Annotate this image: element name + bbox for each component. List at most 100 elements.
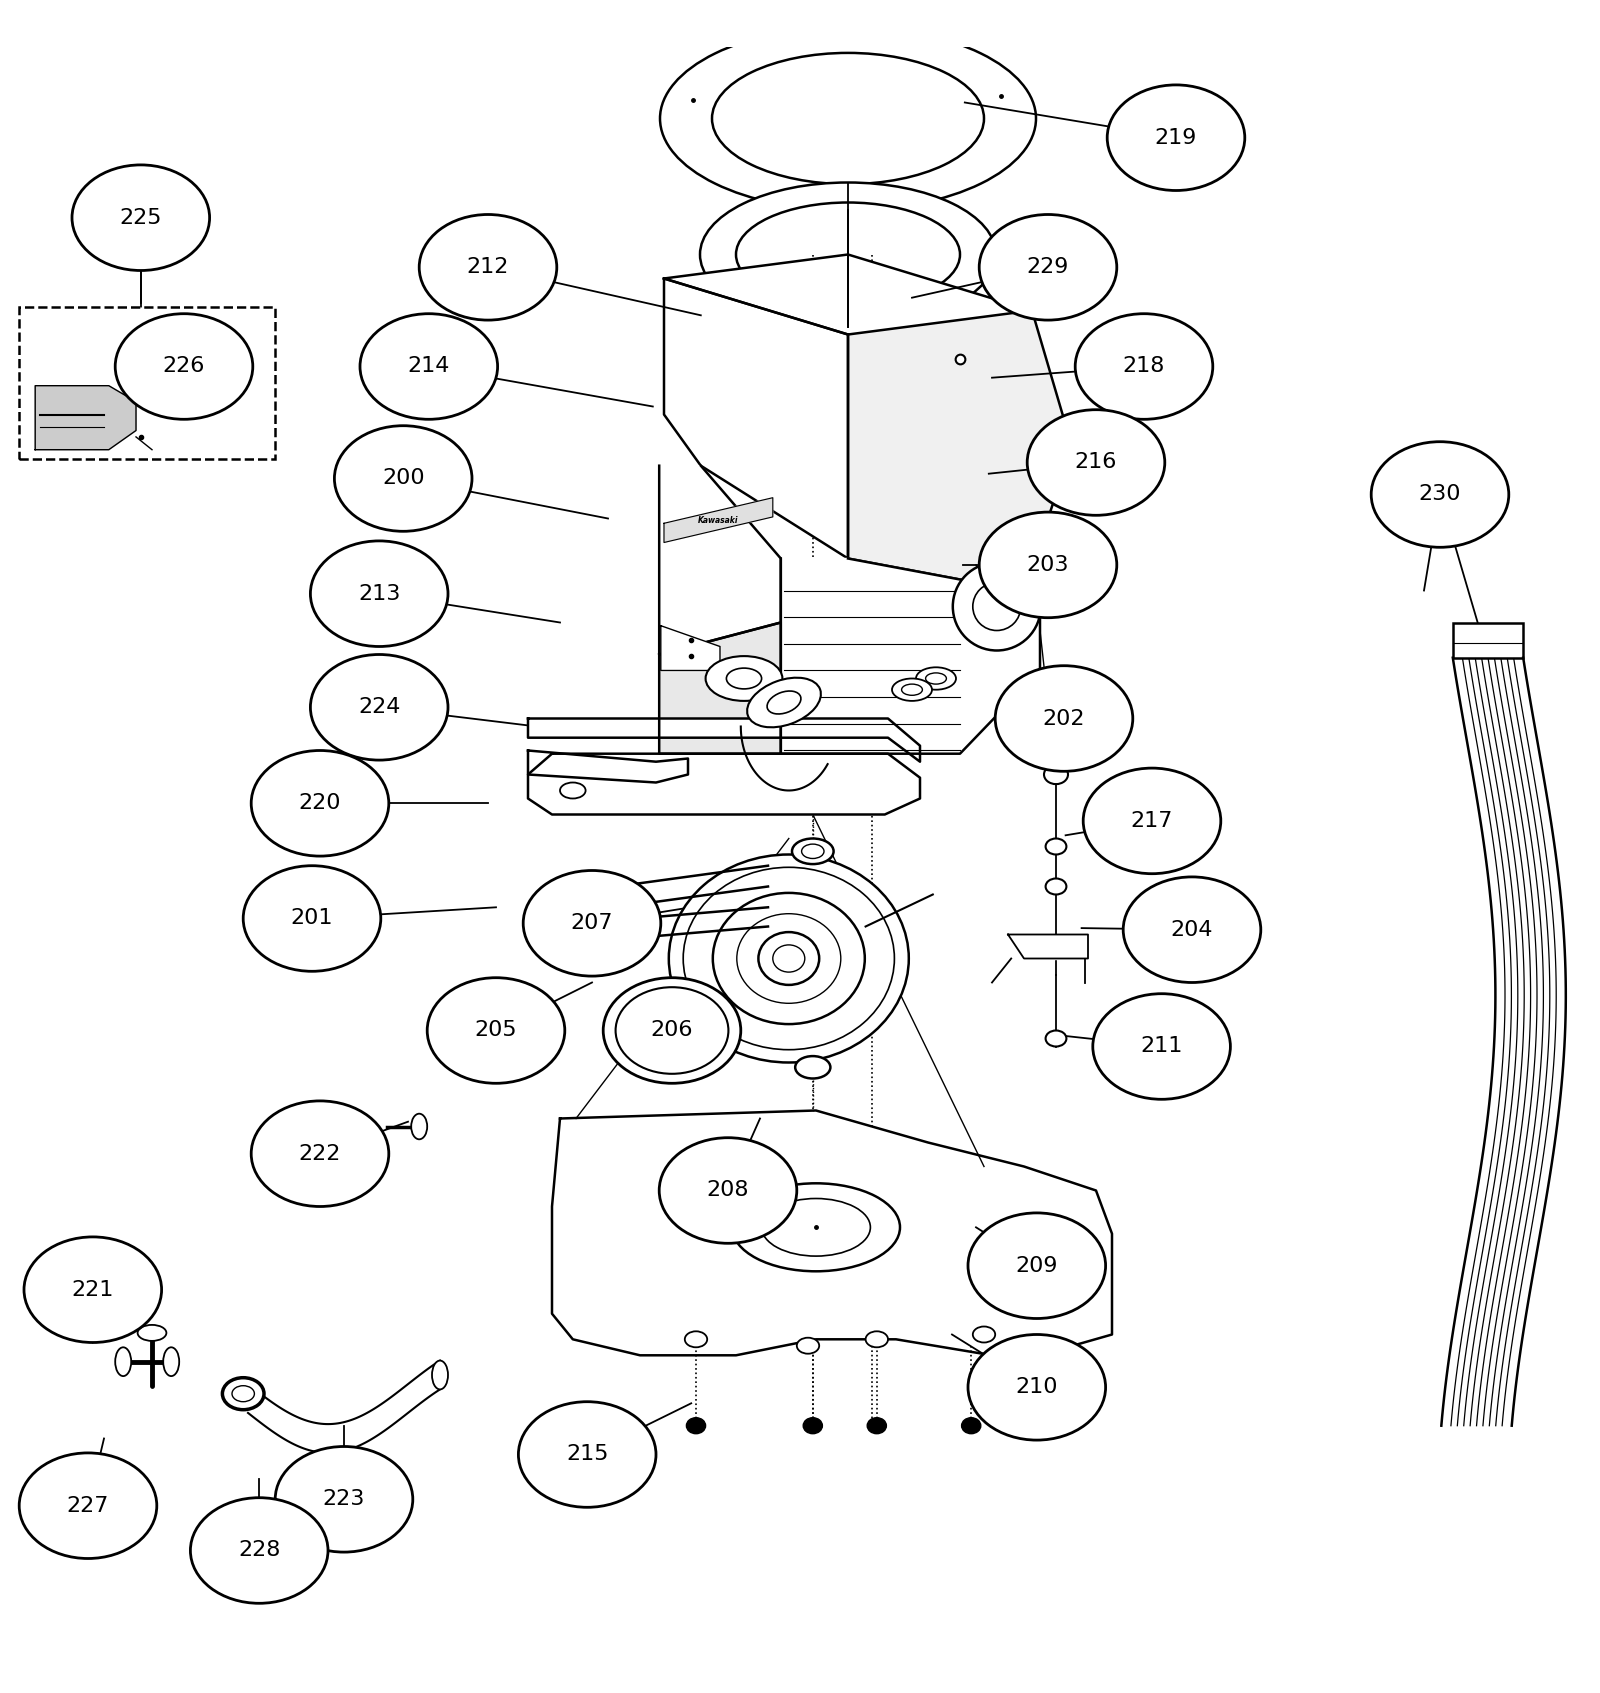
- Ellipse shape: [411, 1114, 427, 1139]
- Text: 225: 225: [120, 208, 162, 227]
- Ellipse shape: [973, 1327, 995, 1343]
- Polygon shape: [664, 498, 773, 542]
- Ellipse shape: [1027, 410, 1165, 515]
- Ellipse shape: [24, 1238, 162, 1343]
- Ellipse shape: [962, 1417, 981, 1434]
- Ellipse shape: [560, 782, 586, 799]
- Ellipse shape: [995, 665, 1133, 772]
- Text: 227: 227: [67, 1495, 109, 1515]
- Polygon shape: [664, 279, 848, 559]
- Ellipse shape: [685, 1331, 707, 1348]
- Ellipse shape: [190, 1498, 328, 1603]
- Text: 203: 203: [1027, 555, 1069, 576]
- Text: 205: 205: [475, 1021, 517, 1041]
- Ellipse shape: [733, 1183, 899, 1271]
- Ellipse shape: [712, 52, 984, 185]
- Ellipse shape: [603, 977, 741, 1084]
- Ellipse shape: [803, 1417, 822, 1434]
- Ellipse shape: [163, 1348, 179, 1376]
- Ellipse shape: [762, 1199, 870, 1256]
- Text: 226: 226: [163, 357, 205, 376]
- Ellipse shape: [902, 684, 922, 696]
- Ellipse shape: [275, 1446, 413, 1552]
- Text: 218: 218: [1123, 357, 1165, 376]
- Text: 221: 221: [72, 1280, 114, 1300]
- Polygon shape: [1008, 935, 1088, 958]
- Polygon shape: [659, 623, 781, 753]
- Ellipse shape: [115, 313, 253, 420]
- Ellipse shape: [659, 1138, 797, 1243]
- Ellipse shape: [138, 1326, 166, 1341]
- Text: 212: 212: [467, 257, 509, 278]
- Text: 214: 214: [408, 357, 450, 376]
- Ellipse shape: [1046, 1031, 1067, 1046]
- Ellipse shape: [419, 215, 557, 320]
- Text: 210: 210: [1016, 1378, 1058, 1397]
- Ellipse shape: [661, 27, 1037, 210]
- Ellipse shape: [686, 1417, 706, 1434]
- Text: 206: 206: [651, 1021, 693, 1041]
- Text: 216: 216: [1075, 452, 1117, 472]
- Ellipse shape: [701, 183, 995, 327]
- Ellipse shape: [1046, 838, 1067, 855]
- Ellipse shape: [19, 1453, 157, 1559]
- Polygon shape: [659, 466, 781, 655]
- Polygon shape: [528, 753, 920, 814]
- Polygon shape: [552, 1111, 1112, 1356]
- Ellipse shape: [747, 677, 821, 728]
- Polygon shape: [35, 386, 136, 450]
- Ellipse shape: [766, 691, 802, 714]
- Ellipse shape: [773, 945, 805, 972]
- Text: 219: 219: [1155, 127, 1197, 147]
- Ellipse shape: [1371, 442, 1509, 547]
- Ellipse shape: [714, 892, 864, 1024]
- Text: 207: 207: [571, 913, 613, 933]
- Ellipse shape: [683, 867, 894, 1050]
- Ellipse shape: [795, 1056, 830, 1078]
- Text: Kawasaki: Kawasaki: [698, 516, 739, 525]
- Text: 223: 223: [323, 1490, 365, 1508]
- Ellipse shape: [310, 655, 448, 760]
- Ellipse shape: [915, 667, 957, 689]
- Ellipse shape: [1043, 765, 1069, 784]
- Ellipse shape: [1075, 313, 1213, 420]
- Text: 222: 222: [299, 1144, 341, 1163]
- Ellipse shape: [251, 1100, 389, 1207]
- Text: 229: 229: [1027, 257, 1069, 278]
- Polygon shape: [848, 310, 1072, 582]
- Ellipse shape: [968, 1334, 1106, 1441]
- Text: 228: 228: [238, 1541, 280, 1561]
- Ellipse shape: [1093, 994, 1230, 1099]
- Ellipse shape: [792, 838, 834, 863]
- Polygon shape: [528, 718, 920, 762]
- Ellipse shape: [605, 880, 624, 916]
- Polygon shape: [661, 626, 720, 670]
- Text: 224: 224: [358, 698, 400, 718]
- Ellipse shape: [243, 865, 381, 972]
- Ellipse shape: [1083, 769, 1221, 874]
- Ellipse shape: [222, 1378, 264, 1410]
- Ellipse shape: [251, 750, 389, 857]
- Ellipse shape: [72, 164, 210, 271]
- Ellipse shape: [115, 1348, 131, 1376]
- Text: 204: 204: [1171, 919, 1213, 940]
- Ellipse shape: [706, 657, 782, 701]
- Ellipse shape: [867, 1417, 886, 1434]
- Ellipse shape: [669, 855, 909, 1063]
- Ellipse shape: [736, 203, 960, 306]
- Ellipse shape: [925, 672, 947, 684]
- Text: 211: 211: [1141, 1036, 1182, 1056]
- Ellipse shape: [616, 987, 728, 1073]
- Ellipse shape: [432, 1361, 448, 1390]
- Ellipse shape: [973, 582, 1021, 630]
- Text: 215: 215: [566, 1444, 608, 1464]
- Polygon shape: [528, 750, 688, 782]
- Ellipse shape: [726, 669, 762, 689]
- Ellipse shape: [334, 425, 472, 532]
- Text: 202: 202: [1043, 708, 1085, 728]
- Ellipse shape: [1123, 877, 1261, 982]
- Text: 220: 220: [299, 794, 341, 813]
- Ellipse shape: [968, 1212, 1106, 1319]
- Text: 201: 201: [291, 909, 333, 928]
- Ellipse shape: [866, 1331, 888, 1348]
